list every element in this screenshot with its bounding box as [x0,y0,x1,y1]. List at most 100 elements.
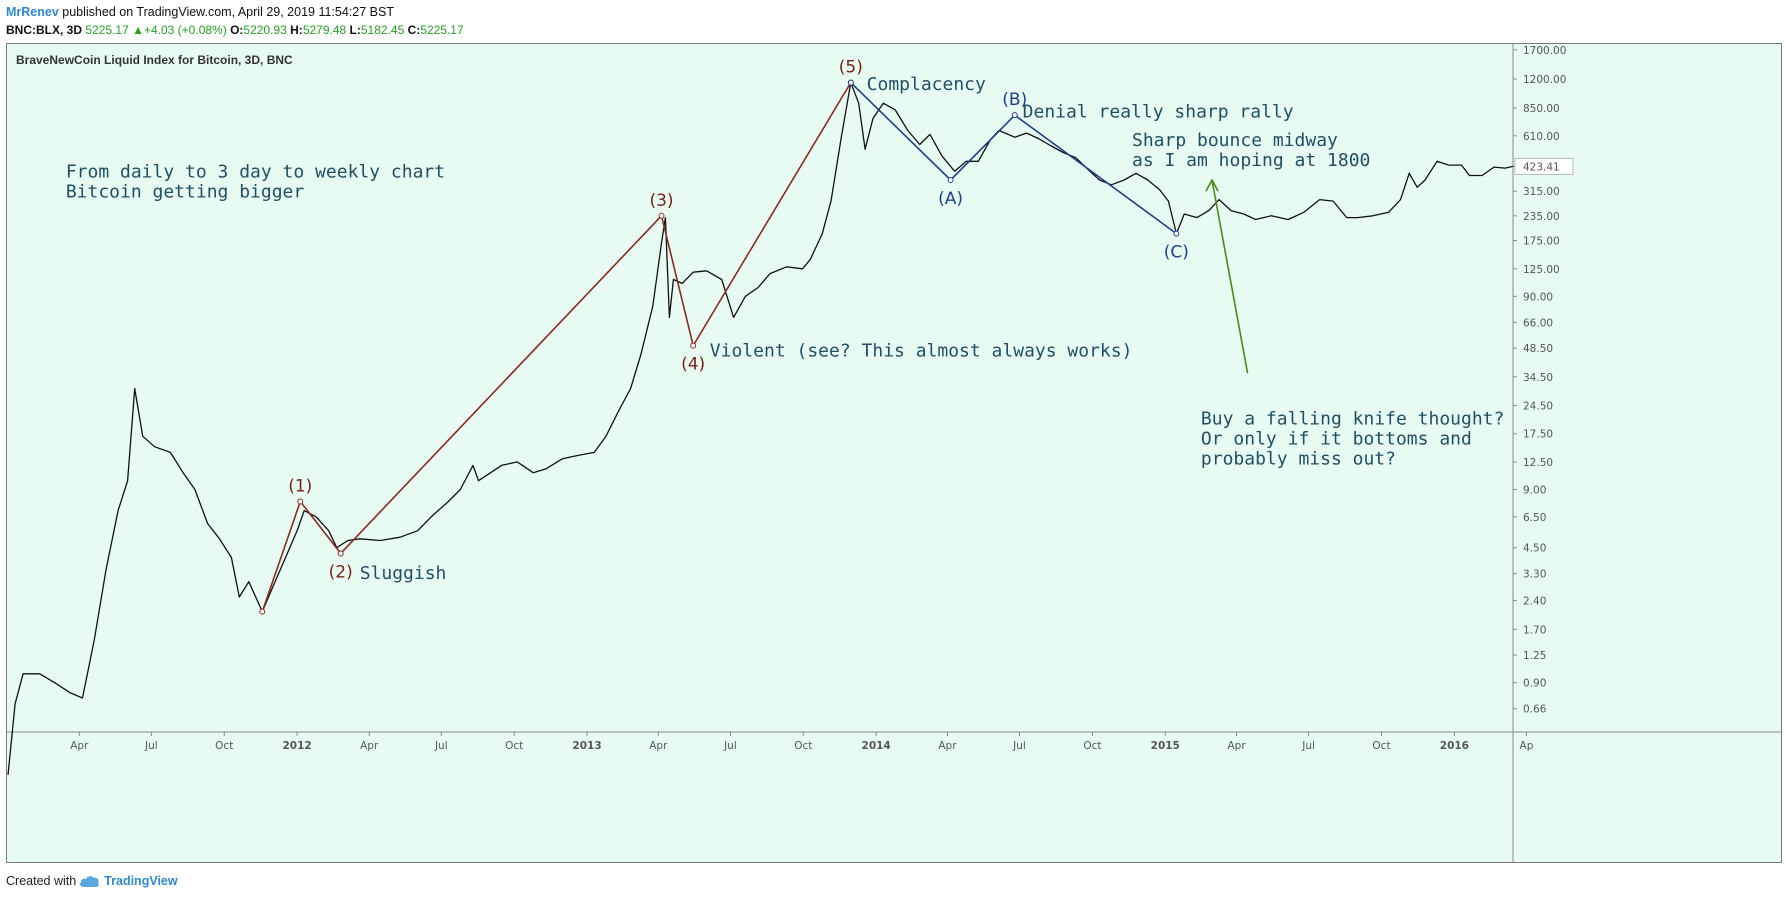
price-tick-label: 1700.00 [1523,45,1566,57]
wave-label: (2) [329,562,353,582]
low-label: L: [349,23,361,37]
time-tick-label: 2013 [572,740,601,752]
last-price-badge [1514,157,1574,175]
low-value: 5182.45 [360,23,405,37]
high-value: 5279.48 [302,23,347,37]
annotation-line: probably miss out? [1201,449,1396,470]
wave-point [658,212,665,219]
wave-label: (1) [288,477,312,497]
price-tick-label: 175.00 [1523,236,1560,248]
time-tick-label: Jul [723,740,737,752]
annotation-line: Buy a falling knife thought? [1201,409,1504,430]
price-tick-label: 610.00 [1523,131,1560,143]
wave-point [297,498,304,505]
annotation-note: Sluggish [360,563,447,584]
time-tick-label: Apr [360,740,379,752]
impulse-wave-line [261,82,852,612]
time-tick-label: Jul [1012,740,1026,752]
wave-label: (5) [839,58,863,78]
bounce-arrow-line [1211,179,1249,374]
price-change: +4.03 (+0.08%) [143,23,227,37]
high-label: H: [290,23,303,37]
price-tick-label: 0.66 [1523,704,1547,716]
ohlc-legend: BNC:BLX, 3D 5225.17 ▲+4.03 (+0.08%) O:52… [6,22,464,38]
annotation-note: Violent (see? This almost always works) [710,340,1133,361]
time-tick-label: 2014 [862,740,891,752]
open-value: 5220.93 [243,23,287,37]
price-tick-label: 34.50 [1523,372,1553,384]
last-price-label: 423.41 [1523,161,1560,173]
author-link[interactable]: MrRenev [6,5,59,19]
annotation-line: Sharp bounce midway [1132,130,1338,151]
wave-label: (B) [1002,90,1027,110]
annotation-line: Sluggish [360,563,447,584]
time-tick-label: Jul [434,740,448,752]
correction-wave-line [850,82,1177,235]
annotation-note: Sharp bounce midway as I am hoping at 180… [1132,130,1370,171]
close-value: 5225.17 [420,23,464,37]
price-tick-label: 1.70 [1523,624,1546,636]
time-tick-label: Oct [505,740,523,752]
annotation-line: Bitcoin getting bigger [66,182,305,203]
price-tick-label: 850.00 [1523,103,1560,115]
created-with-text: Created with [6,874,77,888]
price-tick-label: 6.50 [1523,512,1546,524]
price-tick-label: 235.00 [1523,211,1560,223]
publish-info: MrRenev published on TradingView.com, Ap… [6,4,394,20]
time-tick-label: Apr [938,740,957,752]
annotation-note: Complacency [867,74,986,95]
wave-label: (4) [681,355,705,375]
wave-point [1011,112,1018,119]
wave-point [1173,230,1180,237]
price-tick-label: 315.00 [1523,186,1560,198]
time-tick-label: 2012 [283,740,312,752]
time-tick-label: Jul [144,740,158,752]
price-tick-label: 66.00 [1523,317,1553,329]
published-text: published on TradingView.com, April 29, … [58,5,394,19]
price-tick-label: 12.50 [1523,457,1553,469]
arrow-head [1205,178,1219,192]
up-triangle-icon: ▲ [132,23,144,37]
last-price: 5225.17 [85,23,129,37]
time-tick-label: Jul [1301,740,1315,752]
price-tick-label: 48.50 [1523,343,1553,355]
wave-label: (3) [649,191,673,211]
price-tick-label: 2.40 [1523,595,1546,607]
time-tick-label: Apr [1227,740,1246,752]
wave-point [847,79,854,86]
annotation-note: Denial really sharp rally [1023,101,1294,122]
price-tick-label: 1200.00 [1523,74,1566,86]
annotation-line: Violent (see? This almost always works) [710,340,1133,361]
time-tick-label: Oct [794,740,812,752]
price-series [7,81,1514,775]
price-tick-label: 3.30 [1523,569,1546,581]
annotation-line: Complacency [867,74,986,95]
price-tick-label: 125.00 [1523,264,1560,276]
time-tick-label: 2015 [1151,740,1180,752]
annotation-note: From daily to 3 day to weekly chart Bitco… [66,162,445,203]
time-tick-label: Oct [1372,740,1390,752]
wave-point [337,550,344,557]
wave-point [690,342,697,349]
time-tick-label: Oct [215,740,233,752]
open-label: O: [230,23,244,37]
annotation-line: Or only if it bottoms and [1201,429,1472,450]
tradingview-cloud-icon [80,875,100,887]
symbol-label: BNC:BLX, 3D [6,23,83,37]
time-tick-label: Ap [1520,740,1534,752]
time-tick-label: Apr [70,740,89,752]
time-tick-label: Apr [649,740,668,752]
annotation-line: From daily to 3 day to weekly chart [66,162,445,183]
annotation-line: as I am hoping at 1800 [1132,150,1370,171]
annotation-note: Buy a falling knife thought? Or only if i… [1201,409,1504,470]
time-tick-label: Oct [1083,740,1101,752]
tradingview-link[interactable]: TradingView [104,874,178,888]
price-chart[interactable]: 0.66 0.90 1.25 1.70 2.40 3.30 4.50 6.50 9.00 12.5… [7,44,1781,862]
annotation-line: Denial really sharp rally [1023,101,1294,122]
price-tick-label: 0.90 [1523,678,1546,690]
price-tick-label: 4.50 [1523,543,1546,555]
chart-title: BraveNewCoin Liquid Index for Bitcoin, 3… [16,53,293,67]
price-tick-label: 9.00 [1523,485,1546,497]
price-tick-label: 24.50 [1523,400,1553,412]
chart-pane[interactable]: 0.66 0.90 1.25 1.70 2.40 3.30 4.50 6.50 9.00 12.5… [6,43,1782,863]
